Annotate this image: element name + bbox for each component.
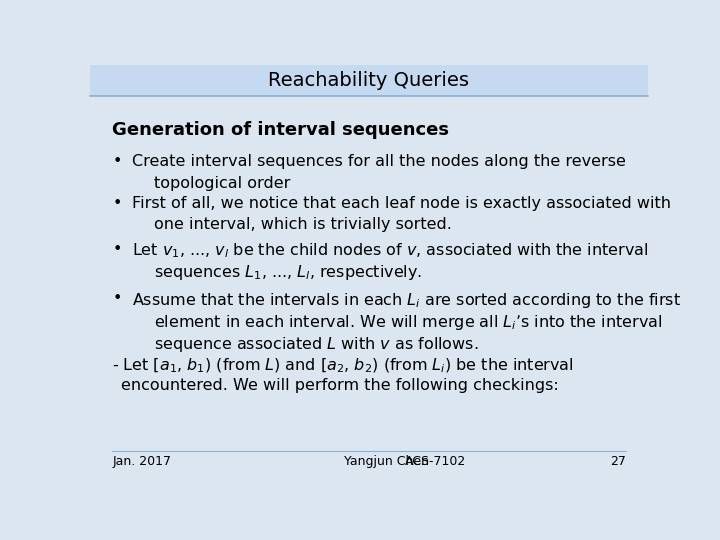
Text: Assume that the intervals in each $L_i$ are sorted according to the first: Assume that the intervals in each $L_i$ … [132, 292, 681, 310]
Text: •: • [112, 292, 122, 306]
Text: one interval, which is trivially sorted.: one interval, which is trivially sorted. [154, 218, 452, 232]
Text: sequence associated $L$ with $v$ as follows.: sequence associated $L$ with $v$ as foll… [154, 335, 479, 354]
Text: sequences $L_1$, ..., $L_l$, respectively.: sequences $L_1$, ..., $L_l$, respectivel… [154, 263, 423, 282]
Text: •: • [112, 154, 122, 169]
Text: topological order: topological order [154, 176, 291, 191]
FancyBboxPatch shape [90, 65, 648, 96]
Text: First of all, we notice that each leaf node is exactly associated with: First of all, we notice that each leaf n… [132, 196, 671, 211]
Text: 27: 27 [610, 455, 626, 468]
Text: encountered. We will perform the following checkings:: encountered. We will perform the followi… [121, 379, 559, 393]
Text: Let $v_1$, ..., $v_l$ be the child nodes of $v$, associated with the interval: Let $v_1$, ..., $v_l$ be the child nodes… [132, 241, 648, 260]
Text: •: • [112, 241, 122, 256]
Text: element in each interval. We will merge all $L_i$’s into the interval: element in each interval. We will merge … [154, 313, 662, 332]
Text: - Let [$a_1$, $b_1$) (from $L$) and [$a_2$, $b_2$) (from $L_i$) be the interval: - Let [$a_1$, $b_1$) (from $L$) and [$a_… [112, 357, 574, 375]
Text: Jan. 2017: Jan. 2017 [112, 455, 171, 468]
Text: Yangjun Chen: Yangjun Chen [344, 455, 429, 468]
Text: Create interval sequences for all the nodes along the reverse: Create interval sequences for all the no… [132, 154, 626, 169]
Text: Reachability Queries: Reachability Queries [269, 71, 469, 90]
Text: ACS-7102: ACS-7102 [405, 455, 467, 468]
Text: •: • [112, 196, 122, 211]
Text: Generation of interval sequences: Generation of interval sequences [112, 121, 449, 139]
